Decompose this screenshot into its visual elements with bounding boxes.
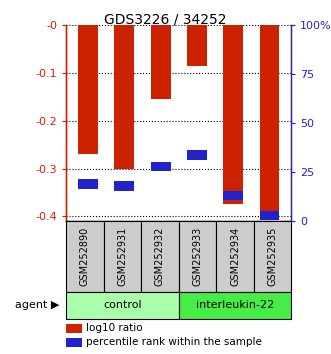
Text: interleukin-22: interleukin-22 (196, 300, 274, 310)
Bar (141, 221, 179, 292)
Bar (114, 181, 134, 190)
Bar (78, 179, 98, 189)
Bar (254, 221, 291, 292)
Bar (66, 324, 82, 333)
Text: log10 ratio: log10 ratio (86, 323, 143, 333)
Text: GSM252931: GSM252931 (118, 227, 127, 286)
Text: GDS3226 / 34252: GDS3226 / 34252 (104, 12, 227, 27)
Bar (260, 211, 279, 220)
Text: GSM252932: GSM252932 (155, 227, 165, 286)
Bar (78, 25, 98, 154)
Text: GSM252934: GSM252934 (230, 227, 240, 286)
Bar (66, 292, 179, 319)
Bar (179, 292, 291, 319)
Bar (151, 25, 170, 99)
Bar (187, 25, 207, 65)
Bar (66, 338, 82, 347)
Bar (66, 221, 104, 292)
Bar (260, 25, 279, 220)
Bar (223, 25, 243, 205)
Text: percentile rank within the sample: percentile rank within the sample (86, 337, 262, 348)
Text: GSM252935: GSM252935 (267, 227, 277, 286)
Bar (114, 25, 134, 169)
Bar (151, 162, 170, 171)
Text: control: control (103, 300, 142, 310)
Text: agent ▶: agent ▶ (15, 300, 60, 310)
Bar (179, 221, 216, 292)
Bar (187, 150, 207, 160)
Bar (223, 190, 243, 200)
Text: GSM252890: GSM252890 (80, 227, 90, 286)
Bar (104, 221, 141, 292)
Text: GSM252933: GSM252933 (193, 227, 203, 286)
Bar (216, 221, 254, 292)
